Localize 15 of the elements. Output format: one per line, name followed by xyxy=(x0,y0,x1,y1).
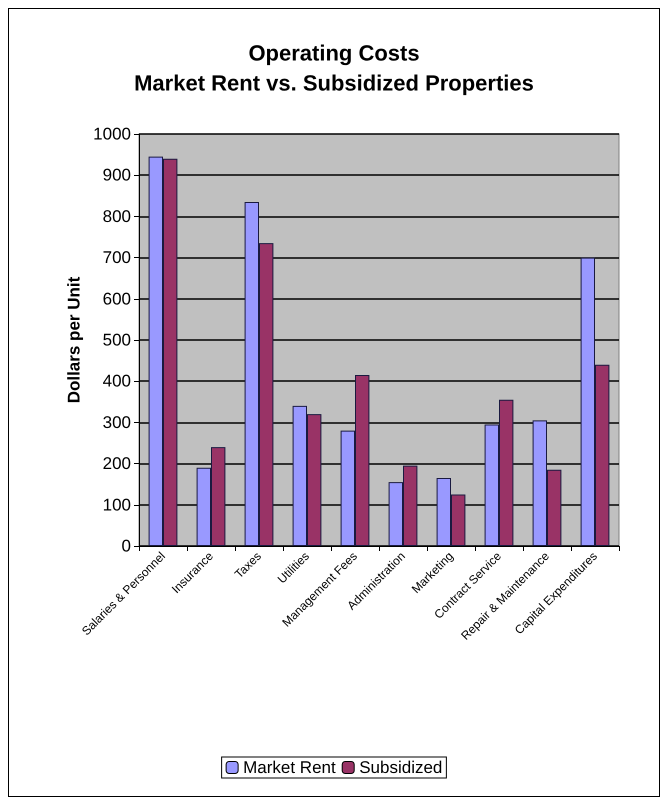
y-tick-label: 0 xyxy=(122,536,131,556)
y-tick-label: 900 xyxy=(102,166,131,185)
y-tick-label: 700 xyxy=(102,248,131,268)
y-tick-label: 400 xyxy=(102,372,131,391)
y-tick-label: 500 xyxy=(102,330,131,350)
y-tick-label: 100 xyxy=(102,495,131,514)
legend-label: Subsidized xyxy=(359,758,442,777)
y-tick-label: 800 xyxy=(102,206,131,226)
legend-label: Market Rent xyxy=(243,758,336,777)
y-tick-label: 1000 xyxy=(93,124,131,144)
y-tick-label: 600 xyxy=(102,289,131,308)
y-tick-label: 300 xyxy=(102,412,131,432)
y-tick-label: 200 xyxy=(102,454,131,474)
chart-title: Operating Costs Market Rent vs. Subsidized Properties xyxy=(134,40,534,96)
y-axis-title: Dollars per Unit xyxy=(64,276,84,404)
